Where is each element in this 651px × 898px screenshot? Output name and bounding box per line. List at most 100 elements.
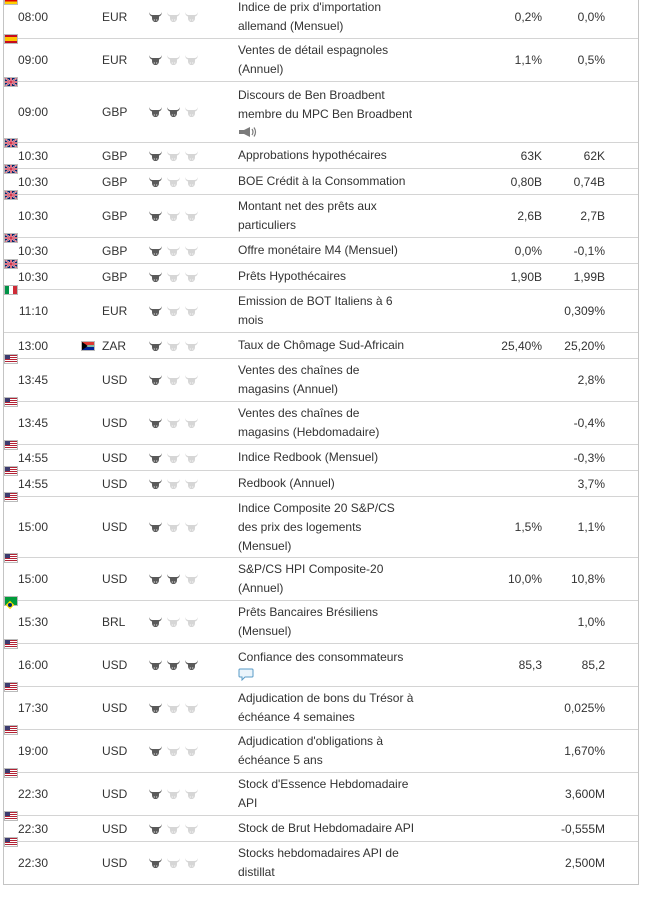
event-name[interactable]: Prêts Hypothécaires — [238, 264, 433, 289]
table-row[interactable]: 10:30 GBP Prêts Hypothécaires 1,90B 1,99B — [4, 259, 638, 289]
table-row[interactable]: 16:00 USD Confiance des consommateurs 85,3 8… — [4, 639, 638, 686]
table-row[interactable]: 15:00 USD S&P/CS HPI Composite-20 (Annuel) 1… — [4, 553, 638, 600]
event-name-line: Adjudication de bons du Trésor à — [238, 691, 414, 705]
flag-icon — [4, 164, 18, 174]
table-row[interactable]: 13:00 ZAR Taux de Chômage Sud-Africain 25,4… — [4, 332, 638, 358]
event-time: 15:30 — [17, 615, 48, 629]
event-name[interactable]: Taux de Chômage Sud-Africain — [238, 333, 433, 358]
forecast-value: 2,500M — [564, 856, 605, 870]
event-name[interactable]: Ventes des chaînes de magasins (Annuel) — [238, 359, 433, 401]
table-row[interactable]: 14:55 USD Indice Redbook (Mensuel) -0,3% — [4, 440, 638, 470]
importance-rating — [148, 290, 204, 332]
flag-icon — [4, 596, 18, 606]
table-row[interactable]: 10:30 GBP Offre monétaire M4 (Mensuel) 0,0%… — [4, 233, 638, 263]
event-name[interactable]: Indice Redbook (Mensuel) — [238, 445, 433, 470]
forecast-value: 0,309% — [564, 304, 605, 318]
bull-icon — [149, 478, 162, 489]
event-name[interactable]: Approbations hypothécaires — [238, 143, 433, 168]
importance-rating — [148, 842, 204, 884]
forecast-value: 0,5% — [577, 53, 605, 67]
bull-icon — [185, 55, 198, 65]
actual-value — [434, 730, 542, 772]
event-name[interactable]: Adjudication d'obligations à échéance 5 a… — [238, 730, 433, 772]
currency-code: GBP — [102, 269, 128, 284]
event-name[interactable]: Discours de Ben Broadbent membre du MPC B… — [238, 82, 433, 142]
flag-icon — [4, 837, 18, 847]
table-row[interactable]: 09:00 GBP Discours de Ben Broadbent membre … — [4, 77, 638, 142]
flag-icon — [4, 466, 18, 476]
currency-code: BRL — [102, 615, 126, 629]
bull-icon — [149, 340, 162, 351]
table-row[interactable]: 14:55 USD Redbook (Annuel) 3,7% — [4, 466, 638, 496]
forecast-value: 3,600M — [564, 787, 605, 801]
currency-code: GBP — [102, 209, 128, 223]
importance-rating — [148, 143, 204, 168]
importance-rating — [148, 169, 204, 194]
table-row[interactable]: 10:30 GBP Montant net des prêts aux particu… — [4, 190, 638, 237]
event-name[interactable]: Montant net des prêts aux particuliers — [238, 195, 433, 237]
currency-code: USD — [102, 476, 128, 491]
table-row[interactable]: 09:00 EUR Ventes de détail espagnoles (Annu… — [4, 34, 638, 81]
bull-icon — [149, 271, 162, 282]
event-name[interactable]: Redbook (Annuel) — [238, 471, 433, 496]
bull-icon — [167, 452, 180, 463]
bull-icon — [185, 107, 198, 117]
actual-value — [434, 842, 542, 884]
event-name[interactable]: Offre monétaire M4 (Mensuel) — [238, 238, 433, 263]
table-row[interactable]: 08:00 EUR Indice de prix d'importation alle… — [4, 0, 638, 38]
event-name[interactable]: Prêts Bancaires Brésiliens (Mensuel) — [238, 601, 433, 643]
table-row[interactable]: 15:30 BRL Prêts Bancaires Brésiliens (Mensu… — [4, 596, 638, 643]
event-name[interactable]: Indice Composite 20 S&P/CS des prix des l… — [238, 497, 433, 557]
table-row[interactable]: 22:30 USD Stock d'Essence Hebdomadaire API 3… — [4, 768, 638, 815]
event-name[interactable]: Ventes des chaînes de magasins (Hebdomada… — [238, 402, 433, 444]
event-name[interactable]: Indice de prix d'importation allemand (Me… — [238, 0, 433, 38]
table-row[interactable]: 13:45 USD Ventes des chaînes de magasins (H… — [4, 397, 638, 444]
flag-icon — [4, 0, 18, 5]
table-row[interactable]: 22:30 USD Stocks hebdomadaires API de disti… — [4, 837, 638, 884]
flag-icon — [4, 725, 18, 735]
comment-icon[interactable] — [238, 668, 254, 682]
bull-icon — [185, 452, 198, 463]
currency-code: USD — [102, 373, 128, 387]
bull-icon — [185, 176, 198, 187]
table-row[interactable]: 13:45 USD Ventes des chaînes de magasins (A… — [4, 354, 638, 401]
event-name[interactable]: Ventes de détail espagnoles (Annuel) — [238, 39, 433, 81]
forecast-value: 0,74B — [573, 174, 605, 189]
bull-icon — [149, 176, 162, 187]
event-name[interactable]: BOE Crédit à la Consommation — [238, 169, 433, 194]
event-name-line: Indice Redbook (Mensuel) — [238, 450, 379, 464]
speaker-icon[interactable] — [238, 126, 258, 138]
bull-icon — [185, 522, 198, 532]
bull-icon — [167, 660, 180, 670]
table-row[interactable]: 11:10 EUR Emission de BOT Italiens à 6 mois… — [4, 285, 638, 332]
bull-icon — [167, 107, 180, 117]
bull-icon — [149, 375, 162, 385]
actual-value: 63K — [520, 148, 542, 163]
event-name[interactable]: Emission de BOT Italiens à 6 mois — [238, 290, 433, 332]
table-row[interactable]: 19:00 USD Adjudication d'obligations à éché… — [4, 725, 638, 772]
table-row[interactable]: 10:30 GBP Approbations hypothécaires 63K 62K — [4, 138, 638, 168]
event-time: 22:30 — [17, 787, 48, 801]
currency-code: GBP — [102, 105, 128, 119]
event-name[interactable]: Stock de Brut Hebdomadaire API — [238, 816, 433, 841]
table-row[interactable]: 10:30 GBP BOE Crédit à la Consommation 0,80… — [4, 164, 638, 194]
event-name[interactable]: Adjudication de bons du Trésor à échéance… — [238, 687, 433, 729]
event-name[interactable]: Stock d'Essence Hebdomadaire API — [238, 773, 433, 815]
bull-icon — [167, 823, 180, 834]
actual-value — [434, 471, 542, 496]
table-row[interactable]: 22:30 USD Stock de Brut Hebdomadaire API -0… — [4, 811, 638, 841]
table-row[interactable]: 17:30 USD Adjudication de bons du Trésor à… — [4, 682, 638, 729]
event-name[interactable]: Stocks hebdomadaires API de distillat — [238, 842, 433, 884]
event-time: 14:55 — [17, 476, 48, 491]
event-time: 13:00 — [17, 338, 48, 353]
table-row[interactable]: 15:00 USD Indice Composite 20 S&P/CS des pr… — [4, 492, 638, 557]
bull-icon — [149, 245, 162, 256]
bull-icon — [185, 211, 198, 221]
event-time: 22:30 — [17, 821, 48, 836]
event-name[interactable]: S&P/CS HPI Composite-20 (Annuel) — [238, 558, 433, 600]
currency-code: USD — [102, 701, 128, 715]
currency-code: EUR — [102, 9, 128, 24]
actual-value: 0,0% — [514, 243, 542, 258]
bull-icon — [185, 150, 198, 161]
event-name[interactable]: Confiance des consommateurs — [238, 644, 433, 686]
